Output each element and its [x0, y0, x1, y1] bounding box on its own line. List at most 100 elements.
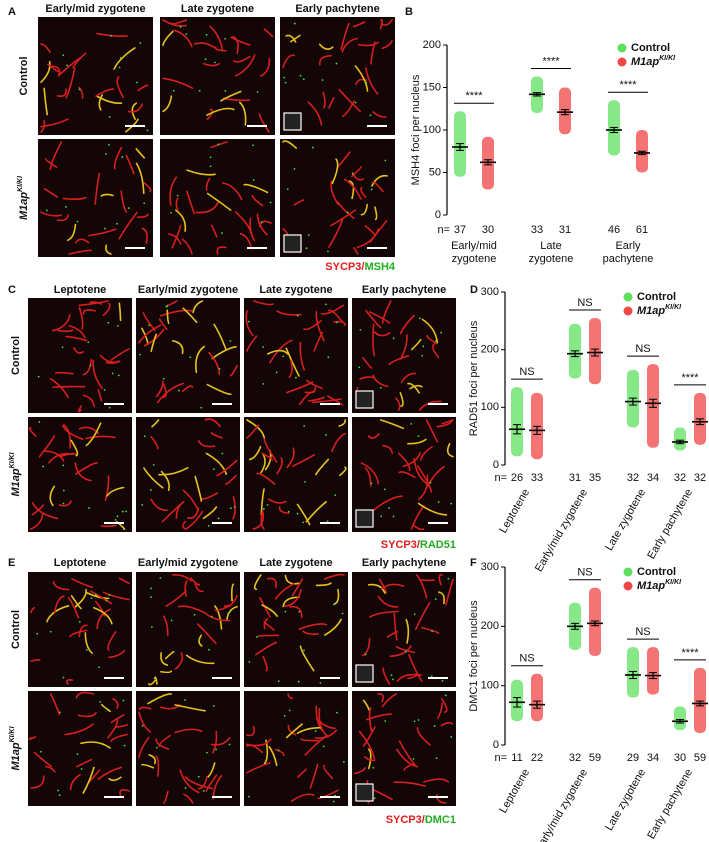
focus [327, 250, 329, 253]
chromosome [409, 384, 423, 390]
chromosome [407, 438, 427, 445]
chromosome [226, 605, 238, 621]
x-tick-label: Late [540, 240, 561, 252]
chromosome [210, 431, 223, 439]
focus [193, 613, 196, 616]
chromosome [417, 502, 448, 516]
chromosome [318, 54, 332, 66]
legend-marker [623, 567, 633, 577]
stain-red: SYCP3/ [386, 814, 425, 826]
chromosome [206, 192, 232, 211]
chromosomes [141, 418, 238, 530]
focus [198, 89, 201, 92]
chromosome [30, 514, 44, 530]
chromosome [369, 220, 388, 243]
chromosome [76, 758, 93, 768]
chromosome [229, 365, 238, 377]
focus [390, 674, 393, 677]
chromosome [440, 698, 448, 713]
chromosome [206, 107, 235, 116]
y-tick-label: 0 [493, 739, 499, 751]
chromosomes [162, 19, 274, 133]
significance-label: **** [619, 79, 637, 91]
chromosome [72, 52, 87, 69]
chromosome [382, 667, 391, 685]
row-label: M1apKI/KI [9, 451, 22, 496]
chromosome [158, 318, 168, 331]
chromosome [322, 764, 334, 780]
chromosome [287, 693, 294, 699]
focus [45, 209, 48, 212]
chromosome [198, 776, 208, 790]
focus [78, 88, 81, 91]
column-header: Leptotene [54, 284, 107, 296]
focus [95, 593, 97, 596]
focus [76, 220, 79, 223]
focus [422, 345, 425, 348]
chromosome [120, 190, 128, 214]
dot-spread [511, 387, 523, 457]
focus [108, 594, 111, 596]
chromosome [246, 738, 272, 747]
chromosome [371, 788, 393, 801]
chromosome [223, 594, 238, 607]
chromosome [214, 605, 223, 630]
focus [430, 675, 433, 678]
x-tick-label: Leptotene [497, 767, 532, 815]
chromosomes [40, 141, 152, 255]
focus [204, 58, 207, 61]
focus [450, 736, 453, 738]
chromosome [372, 374, 389, 388]
chromosome [353, 246, 359, 255]
n-value: 34 [647, 752, 659, 764]
chromosome [328, 218, 344, 248]
stain-legend: SYCP3/RAD51 [381, 539, 456, 551]
chromosome [151, 419, 160, 428]
focus [286, 188, 289, 191]
chromosome [105, 360, 119, 364]
chromosome [45, 765, 56, 773]
chromosome [398, 740, 417, 767]
row-label-sup: KI/KI [17, 175, 24, 192]
focus [334, 494, 337, 497]
focus [117, 374, 120, 377]
legend-marker [623, 292, 633, 302]
focus [303, 425, 306, 427]
chromosome [160, 470, 170, 492]
focus [121, 156, 124, 158]
chromosome [436, 793, 447, 804]
focus [365, 81, 368, 84]
y-tick-label: 0 [493, 459, 499, 471]
chromosome [234, 211, 254, 239]
chromosome [438, 574, 443, 586]
focus [78, 620, 81, 623]
focus [208, 648, 210, 651]
n-value: 59 [694, 752, 706, 764]
focus [373, 797, 376, 800]
focus [212, 704, 215, 707]
chromosome [178, 605, 207, 615]
chromosome [210, 737, 231, 746]
chromosome [51, 313, 71, 332]
focus [437, 501, 440, 503]
y-axis-label: DMC1 foci per nucleus [468, 600, 480, 712]
chromosome [78, 300, 109, 307]
chromosome [235, 54, 256, 77]
chromosome [150, 333, 158, 353]
chromosome [408, 653, 423, 682]
focus [341, 612, 344, 615]
chromosome [112, 697, 119, 709]
chromosome [284, 574, 300, 585]
focus [151, 626, 153, 628]
chromosome [65, 679, 74, 685]
chromosome [256, 472, 276, 485]
focus [326, 520, 329, 523]
chromosome [402, 451, 421, 467]
chromosome [44, 158, 58, 169]
chromosome [207, 762, 216, 778]
y-tick-label: 150 [423, 81, 441, 93]
chromosome [156, 382, 184, 404]
chromosome [89, 590, 113, 605]
chromosome [315, 458, 330, 476]
chromosome [169, 176, 178, 206]
